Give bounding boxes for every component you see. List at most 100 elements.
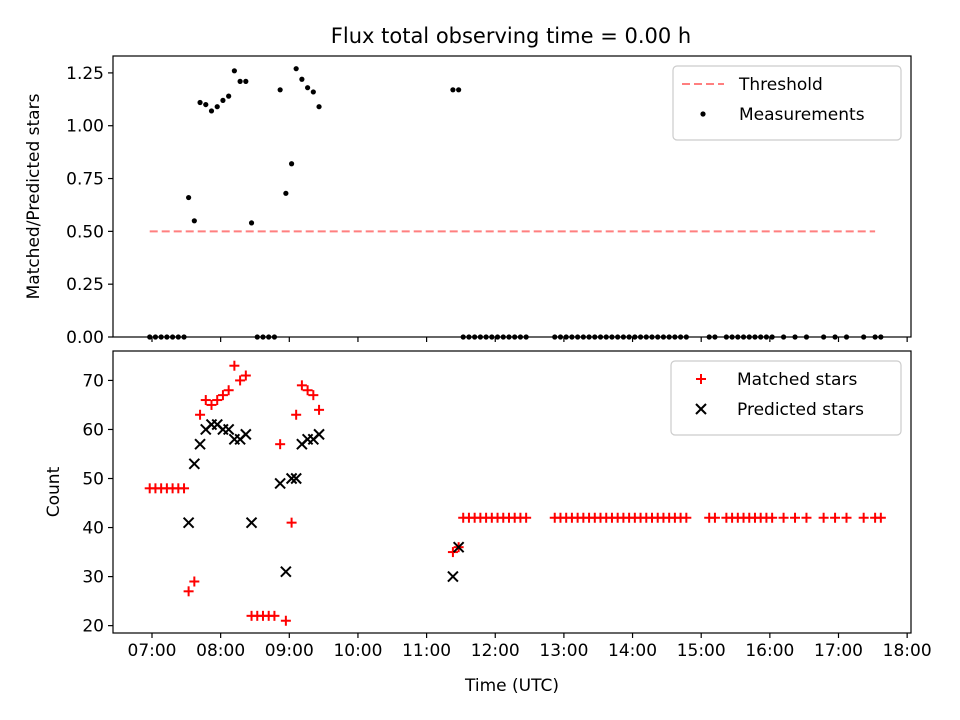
x-stroke-2	[211, 418, 223, 431]
measurement-point	[186, 194, 192, 201]
measurement-point	[735, 334, 741, 340]
y-tick-label: 70	[82, 371, 104, 391]
series-predicted-stars	[182, 418, 465, 583]
matched-star-marker	[223, 385, 234, 396]
measurement-point	[580, 334, 586, 340]
measurement-point	[672, 334, 678, 340]
legend-label: Matched stars	[737, 370, 857, 390]
x-stroke-2	[194, 438, 206, 450]
predicted-star-marker	[240, 428, 252, 441]
measurement-point	[655, 334, 661, 340]
x-tick-label: 12:00	[471, 641, 520, 661]
predicted-star-marker	[452, 541, 465, 553]
measurement-point	[277, 87, 283, 93]
matched-star-marker	[830, 512, 841, 523]
matched-star-marker	[778, 512, 789, 523]
measurement-point	[260, 334, 266, 340]
top-panel: 0.00 0.25 0.50 0.75 1.00 1.25 Matched/Predicte…	[24, 55, 912, 348]
matched-star-marker	[200, 395, 211, 406]
legend-measurement-swatch	[700, 111, 706, 117]
measurement-point	[147, 334, 153, 340]
measurement-point	[231, 68, 237, 74]
measurement-point	[586, 334, 592, 340]
matched-star-marker	[302, 385, 313, 396]
measurement-point	[254, 334, 260, 340]
y-tick-label: 0.75	[66, 170, 104, 190]
predicted-star-marker	[285, 472, 298, 485]
x-tick-label: 17:00	[814, 641, 863, 661]
measurement-point	[243, 78, 249, 84]
measurement-point	[506, 334, 512, 340]
measurement-point	[248, 220, 255, 226]
matched-star-marker	[229, 360, 240, 371]
matched-star-marker	[195, 409, 206, 420]
measurement-point	[861, 334, 867, 340]
matched-star-marker	[521, 512, 532, 523]
measurement-point	[271, 334, 278, 340]
measurement-point	[214, 104, 220, 110]
measurement-point	[643, 334, 649, 340]
y-axis-label: Count	[44, 466, 64, 517]
measurement-point	[660, 334, 667, 340]
measurement-point	[592, 334, 598, 340]
measurement-point	[649, 334, 655, 340]
measurement-point	[299, 76, 305, 82]
matched-star-marker	[189, 576, 200, 587]
legend-label: Threshold	[738, 75, 823, 95]
plot-frame	[112, 350, 912, 634]
legend-box	[670, 360, 902, 436]
matched-star-marker	[206, 399, 217, 410]
legend: Matched stars Predicted stars	[670, 360, 902, 436]
measurement-point	[569, 334, 575, 340]
x-stroke-2	[452, 541, 465, 553]
matched-star-marker	[818, 512, 829, 523]
matched-star-marker	[308, 390, 319, 401]
measurement-point	[477, 334, 483, 340]
y-tick-label: 60	[82, 420, 104, 440]
measurement-point	[158, 334, 164, 340]
measurement-point	[175, 334, 181, 340]
measurement-point	[181, 334, 187, 340]
measurement-point	[666, 334, 672, 340]
measurement-point	[489, 334, 495, 340]
measurement-point	[152, 334, 159, 340]
measurement-point	[203, 101, 209, 108]
matched-star-marker	[275, 439, 286, 450]
measurement-point	[293, 66, 299, 72]
predicted-star-marker	[245, 516, 258, 529]
matched-star-marker	[314, 404, 325, 415]
x-stroke-2	[313, 428, 325, 441]
matched-star-marker	[767, 512, 778, 523]
predicted-star-marker	[447, 570, 459, 583]
measurement-point	[483, 334, 489, 340]
measurement-point	[746, 334, 752, 340]
measurement-point	[266, 334, 272, 340]
measurement-point	[557, 334, 564, 340]
x-stroke-2	[245, 516, 258, 529]
x-stroke-2	[447, 570, 459, 583]
x-tick-label: 14:00	[608, 641, 657, 661]
measurement-point	[472, 334, 478, 340]
measurement-point	[460, 334, 466, 340]
measurement-point	[752, 334, 758, 340]
x-tick-label: 07:00	[128, 641, 177, 661]
predicted-star-marker	[280, 565, 292, 578]
measurement-point	[832, 334, 838, 340]
x-stroke-2	[285, 472, 298, 485]
measurement-point	[620, 334, 626, 340]
predicted-star-marker	[182, 516, 195, 529]
measurement-point	[712, 334, 718, 340]
x-tick-label: 13:00	[539, 641, 588, 661]
measurement-point	[500, 334, 506, 340]
bottom-panel: 07:00 08:00 09:00 10:00 11:00 12:00 13:00 14:00…	[44, 350, 932, 696]
measurement-point	[792, 334, 798, 340]
x-stroke-2	[182, 516, 195, 529]
measurement-point	[758, 334, 764, 340]
y-tick-label: 0.25	[66, 275, 104, 295]
matched-star-marker	[790, 512, 801, 523]
measurement-point	[678, 334, 684, 340]
measurement-point	[169, 334, 176, 340]
y-tick-label: 0.50	[66, 222, 104, 242]
predicted-star-marker	[222, 423, 235, 436]
measurement-point	[803, 334, 810, 340]
